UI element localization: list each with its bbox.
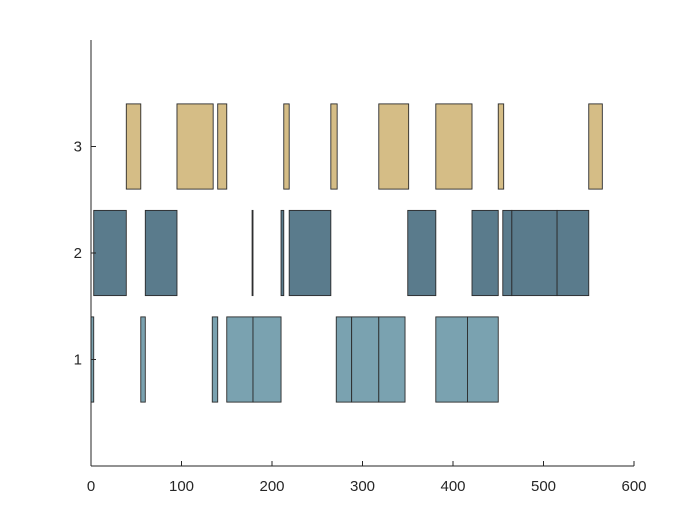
x-tick-label: 200 <box>259 478 284 495</box>
bar-row2-segment-5 <box>288 209 332 297</box>
bar-row2-segment-6 <box>407 209 437 297</box>
y-tick-label: 1 <box>74 352 82 369</box>
bar-row1-segment-4 <box>226 316 254 403</box>
bar-row2-segment-1 <box>93 209 127 297</box>
y-tick-label: 3 <box>74 139 82 156</box>
y-tick-label: 2 <box>74 245 82 262</box>
bar-row3-segment-2 <box>176 103 214 190</box>
bar-row1-segment-9 <box>435 316 468 403</box>
bar-row2-segment-2 <box>144 209 178 297</box>
x-ticks: 0 100 200 300 400 500 600 <box>87 461 647 495</box>
x-tick-label: 0 <box>87 478 95 495</box>
bar-row2-segment-7 <box>471 209 499 297</box>
bars-layer <box>90 103 603 403</box>
bar-row3-segment-8 <box>497 103 505 190</box>
bar-row3-segment-4 <box>283 103 290 190</box>
x-tick-label: 100 <box>169 478 194 495</box>
bar-row1-segment-5 <box>252 316 282 403</box>
bar-row2-segment-3 <box>251 209 254 297</box>
bar-row2-segment-10 <box>556 209 590 297</box>
bar-row1-segment-8 <box>378 316 406 403</box>
bar-row2-segment-4 <box>280 209 285 297</box>
x-tick-label: 400 <box>440 478 465 495</box>
bar-row1-segment-2 <box>140 316 146 403</box>
bar-row1-segment-3 <box>211 316 219 403</box>
bar-row3-segment-7 <box>435 103 473 190</box>
bar-row2-segment-9 <box>511 209 558 297</box>
bar-row1-segment-10 <box>467 316 499 403</box>
bar-row3-segment-1 <box>125 103 142 190</box>
bar-row3-segment-3 <box>217 103 228 190</box>
x-tick-label: 500 <box>531 478 556 495</box>
bar-row3-segment-6 <box>378 103 410 190</box>
y-ticks: 1 2 3 <box>74 139 96 369</box>
x-tick-label: 300 <box>350 478 375 495</box>
bar-row3-segment-5 <box>330 103 338 190</box>
bar-row3-segment-9 <box>588 103 603 190</box>
bar-row1-segment-7 <box>351 316 380 403</box>
x-tick-label: 600 <box>621 478 646 495</box>
bar-row2-segment-8 <box>502 209 513 297</box>
bar-row1-segment-6 <box>335 316 353 403</box>
